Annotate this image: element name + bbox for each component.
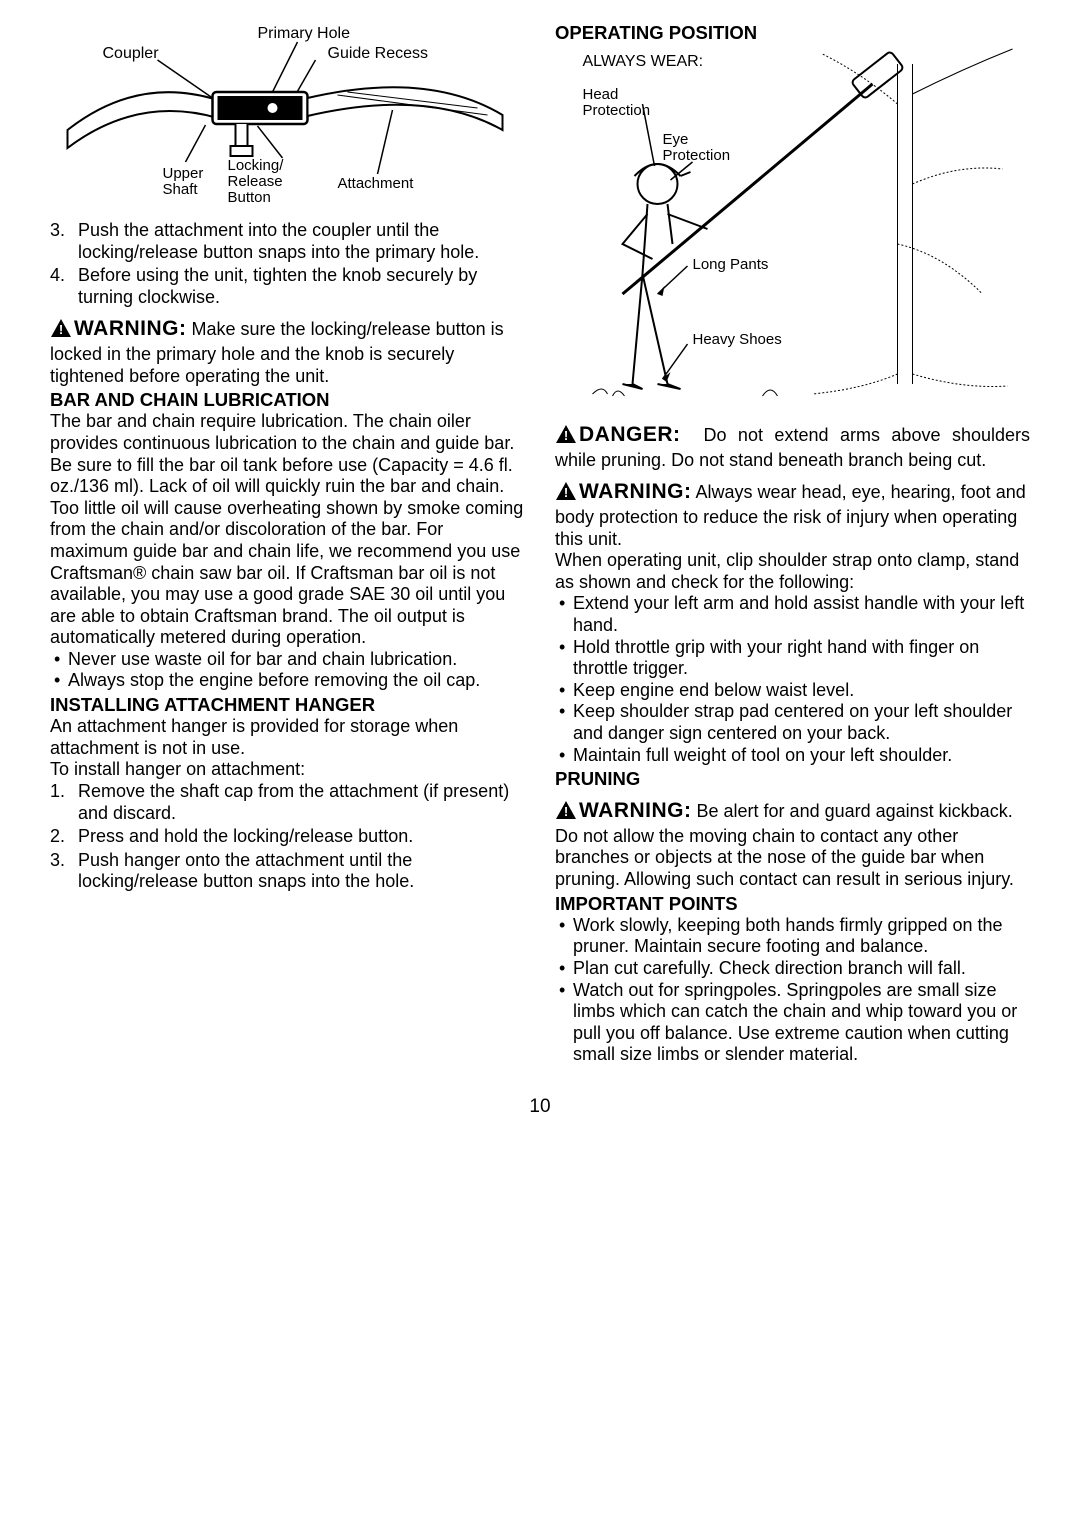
page-content: Primary Hole Coupler Guide Recess xyxy=(50,20,1030,1066)
bullet-text: Keep shoulder strap pad centered on your… xyxy=(573,701,1030,744)
hanger-steps: 1.Remove the shaft cap from the attachme… xyxy=(50,781,525,893)
bullet-text: Keep engine end below waist level. xyxy=(573,680,1030,702)
warning-label: WARNING: xyxy=(74,317,187,340)
step-num: 3. xyxy=(50,850,78,893)
operating-bullets: •Extend your left arm and hold assist ha… xyxy=(555,593,1030,766)
important-bullets: •Work slowly, keeping both hands firmly … xyxy=(555,915,1030,1066)
warning-block-3: ! WARNING: Be alert for and guard agains… xyxy=(555,798,1030,890)
label-guide-recess: Guide Recess xyxy=(328,45,429,62)
bullet-text: Always stop the engine before removing t… xyxy=(68,670,525,692)
danger-block: ! DANGER: Do not extend arms above shoul… xyxy=(555,422,1030,471)
step-num: 1. xyxy=(50,781,78,824)
bullet-text: Extend your left arm and hold assist han… xyxy=(573,593,1030,636)
bullet-text: Never use waste oil for bar and chain lu… xyxy=(68,649,525,671)
danger-label: DANGER: xyxy=(579,423,681,446)
warning-icon: ! xyxy=(555,800,577,826)
label-primary-hole: Primary Hole xyxy=(258,25,351,42)
label-always-wear: ALWAYS WEAR: xyxy=(583,53,704,70)
bullet-mark: • xyxy=(555,680,573,702)
bullet-mark: • xyxy=(555,915,573,958)
warning-label: WARNING: xyxy=(579,799,692,822)
bullet-text: Watch out for springpoles. Springpoles a… xyxy=(573,980,1030,1066)
warning-label: WARNING: xyxy=(579,480,692,503)
bullet-text: Maintain full weight of tool on your lef… xyxy=(573,745,1030,767)
bullet-mark: • xyxy=(555,745,573,767)
heading-important: IMPORTANT POINTS xyxy=(555,893,1030,915)
coupler-diagram: Primary Hole Coupler Guide Recess xyxy=(50,20,525,220)
danger-icon: ! xyxy=(555,424,577,450)
heading-hanger: INSTALLING ATTACHMENT HANGER xyxy=(50,694,525,716)
operating-position-diagram: ALWAYS WEAR: HeadProtection EyeProtectio… xyxy=(555,44,1030,414)
attachment-steps: 3.Push the attachment into the coupler u… xyxy=(50,220,525,308)
label-locking: Locking/ReleaseButton xyxy=(228,157,285,206)
hanger-lead: To install hanger on attachment: xyxy=(50,759,525,781)
bullet-text: Hold throttle grip with your right hand … xyxy=(573,637,1030,680)
bullet-mark: • xyxy=(555,637,573,680)
heading-pruning: PRUNING xyxy=(555,768,1030,790)
label-coupler: Coupler xyxy=(103,45,160,62)
bullet-mark: • xyxy=(555,980,573,1066)
step-num: 2. xyxy=(50,826,78,848)
warning-icon: ! xyxy=(555,481,577,507)
label-heavy-shoes: Heavy Shoes xyxy=(693,331,782,348)
svg-text:!: ! xyxy=(564,485,568,500)
bullet-mark: • xyxy=(555,593,573,636)
bullet-text: Work slowly, keeping both hands firmly g… xyxy=(573,915,1030,958)
bullet-mark: • xyxy=(555,958,573,980)
warning-block: ! WARNING: Make sure the locking/release… xyxy=(50,316,525,387)
step-num: 3. xyxy=(50,220,78,263)
bullet-mark: • xyxy=(50,670,68,692)
bullet-text: Plan cut carefully. Check direction bran… xyxy=(573,958,1030,980)
right-column: OPERATING POSITION ALWAYS WEAR: HeadProt… xyxy=(555,20,1030,1066)
step-text: Remove the shaft cap from the attachment… xyxy=(78,781,525,824)
bar-bullets: •Never use waste oil for bar and chain l… xyxy=(50,649,525,692)
bullet-mark: • xyxy=(555,701,573,744)
hanger-text: An attachment hanger is provided for sto… xyxy=(50,716,525,759)
svg-text:!: ! xyxy=(59,322,63,337)
bar-chain-text: The bar and chain require lubrication. T… xyxy=(50,411,525,649)
step-text: Push hanger onto the attachment until th… xyxy=(78,850,525,893)
left-column: Primary Hole Coupler Guide Recess xyxy=(50,20,525,1066)
step-num: 4. xyxy=(50,265,78,308)
label-head-protection: HeadProtection xyxy=(583,86,651,119)
warning-icon: ! xyxy=(50,318,72,344)
page-number: 10 xyxy=(50,1096,1030,1118)
bullet-mark: • xyxy=(50,649,68,671)
step-text: Before using the unit, tighten the knob … xyxy=(78,265,525,308)
svg-text:!: ! xyxy=(564,428,568,443)
label-eye-protection: EyeProtection xyxy=(663,131,731,164)
label-attachment: Attachment xyxy=(338,175,415,192)
label-long-pants: Long Pants xyxy=(693,256,769,273)
clip-text: When operating unit, clip shoulder strap… xyxy=(555,550,1030,593)
warning-block-2: ! WARNING: Always wear head, eye, hearin… xyxy=(555,479,1030,550)
label-upper-shaft: UpperShaft xyxy=(163,165,204,198)
svg-text:!: ! xyxy=(564,804,568,819)
step-text: Push the attachment into the coupler unt… xyxy=(78,220,525,263)
heading-operating-position: OPERATING POSITION xyxy=(555,22,1030,44)
heading-bar-chain: BAR AND CHAIN LUBRICATION xyxy=(50,389,525,411)
step-text: Press and hold the locking/release butto… xyxy=(78,826,525,848)
